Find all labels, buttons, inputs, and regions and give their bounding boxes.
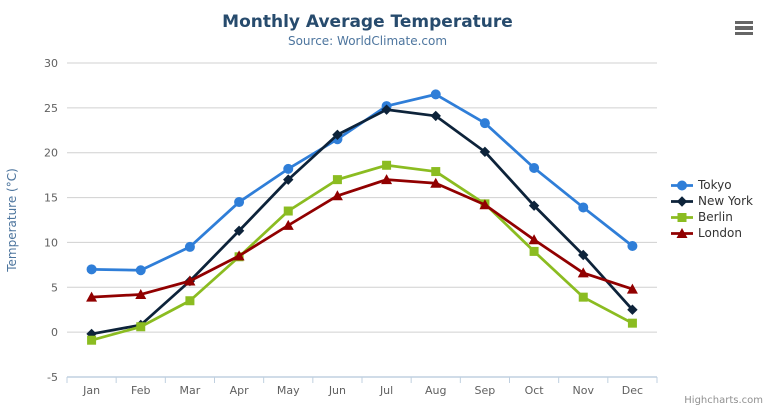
series-line-new-york [90, 108, 634, 336]
x-axis-label: Nov [573, 384, 595, 397]
x-axis-label: Aug [425, 384, 446, 397]
data-point-london-sep[interactable] [479, 199, 491, 210]
chart-subtitle: Source: WorldClimate.com [287, 34, 448, 48]
data-point-london-dec[interactable] [626, 283, 638, 294]
x-axis-label: Jan [82, 384, 100, 397]
data-point-tokyo-nov[interactable] [578, 202, 589, 213]
data-point-tokyo-aug[interactable] [430, 89, 441, 100]
data-point-berlin-feb[interactable] [136, 322, 146, 332]
data-point-berlin-jun[interactable] [332, 175, 342, 185]
hamburger-menu-button[interactable] [733, 18, 755, 38]
data-point-tokyo-apr[interactable] [234, 197, 245, 208]
legend-item-berlin[interactable]: Berlin [671, 209, 753, 225]
y-axis-label: 5 [51, 281, 58, 294]
data-point-london-may[interactable] [282, 219, 294, 230]
data-point-tokyo-oct[interactable] [529, 162, 540, 173]
y-axis-label: -5 [47, 371, 58, 384]
data-point-berlin-nov[interactable] [578, 292, 588, 302]
data-point-london-aug[interactable] [430, 177, 442, 188]
x-axis-label: Dec [622, 384, 643, 397]
data-point-new-york-aug[interactable] [430, 110, 441, 122]
data-point-london-feb[interactable] [135, 288, 147, 299]
x-axis-label: Sep [475, 384, 496, 397]
data-point-london-nov[interactable] [577, 267, 589, 278]
legend-label: Tokyo [698, 178, 732, 192]
x-axis-label: Apr [230, 384, 250, 397]
series-line-london [90, 178, 634, 299]
data-point-london-oct[interactable] [528, 234, 540, 245]
data-point-tokyo-feb[interactable] [135, 265, 146, 276]
x-axis-label: Jun [328, 384, 346, 397]
y-axis-label: 15 [44, 192, 58, 205]
legend: Tokyo New York Berlin London [671, 177, 753, 241]
data-point-new-york-may[interactable] [283, 174, 294, 185]
legend-label: Berlin [698, 210, 733, 224]
legend-marker-circle-icon [671, 180, 693, 190]
data-point-berlin-mar[interactable] [185, 296, 195, 306]
y-axis-label: 20 [44, 147, 58, 160]
data-point-new-york-sep[interactable] [479, 146, 491, 158]
data-point-tokyo-mar[interactable] [184, 241, 195, 252]
legend-item-london[interactable]: London [671, 225, 753, 241]
data-point-berlin-aug[interactable] [431, 167, 441, 177]
data-point-tokyo-may[interactable] [283, 163, 294, 174]
data-point-london-jul[interactable] [381, 174, 393, 185]
data-point-london-jan[interactable] [86, 291, 98, 302]
y-axis-title: Temperature (°C) [5, 168, 19, 273]
y-axis-label: 30 [44, 57, 58, 70]
data-point-berlin-jul[interactable] [382, 160, 392, 170]
legend-marker-square-icon [671, 212, 693, 222]
data-point-london-jun[interactable] [331, 190, 343, 201]
data-point-berlin-oct[interactable] [529, 246, 539, 256]
x-axis-label: Feb [131, 384, 150, 397]
y-axis-label: 25 [44, 102, 58, 115]
data-point-london-apr[interactable] [233, 250, 245, 261]
credits-link[interactable]: Highcharts.com [684, 395, 763, 406]
x-axis-label: Oct [525, 384, 545, 397]
data-point-berlin-jan[interactable] [87, 335, 97, 345]
x-axis-label: Jul [379, 384, 393, 397]
hamburger-icon [735, 21, 753, 25]
data-point-london-mar[interactable] [184, 275, 196, 286]
hamburger-icon [735, 31, 753, 35]
y-axis-label: 10 [44, 236, 58, 249]
series-line-berlin [90, 163, 634, 342]
hamburger-icon [735, 26, 753, 30]
chart-title: Monthly Average Temperature [222, 12, 513, 32]
data-point-new-york-jul[interactable] [381, 104, 392, 115]
legend-label: New York [698, 194, 753, 208]
legend-item-new-york[interactable]: New York [671, 193, 753, 209]
x-axis-label: Mar [180, 384, 201, 397]
data-point-new-york-jun[interactable] [332, 129, 343, 140]
legend-marker-diamond-icon [671, 195, 693, 207]
legend-label: London [698, 226, 742, 240]
data-point-tokyo-jan[interactable] [86, 264, 97, 275]
data-point-tokyo-dec[interactable] [627, 241, 638, 252]
legend-item-tokyo[interactable]: Tokyo [671, 177, 753, 193]
data-point-new-york-dec[interactable] [627, 304, 638, 315]
data-point-new-york-nov[interactable] [578, 249, 589, 261]
data-point-berlin-may[interactable] [283, 206, 293, 216]
data-point-berlin-dec[interactable] [627, 318, 637, 328]
y-axis-label: 0 [51, 326, 58, 339]
x-axis-label: May [277, 384, 300, 397]
legend-marker-triangle-icon [671, 227, 693, 238]
data-point-new-york-apr[interactable] [233, 225, 245, 236]
data-point-tokyo-sep[interactable] [479, 118, 490, 129]
data-point-new-york-oct[interactable] [528, 200, 540, 211]
